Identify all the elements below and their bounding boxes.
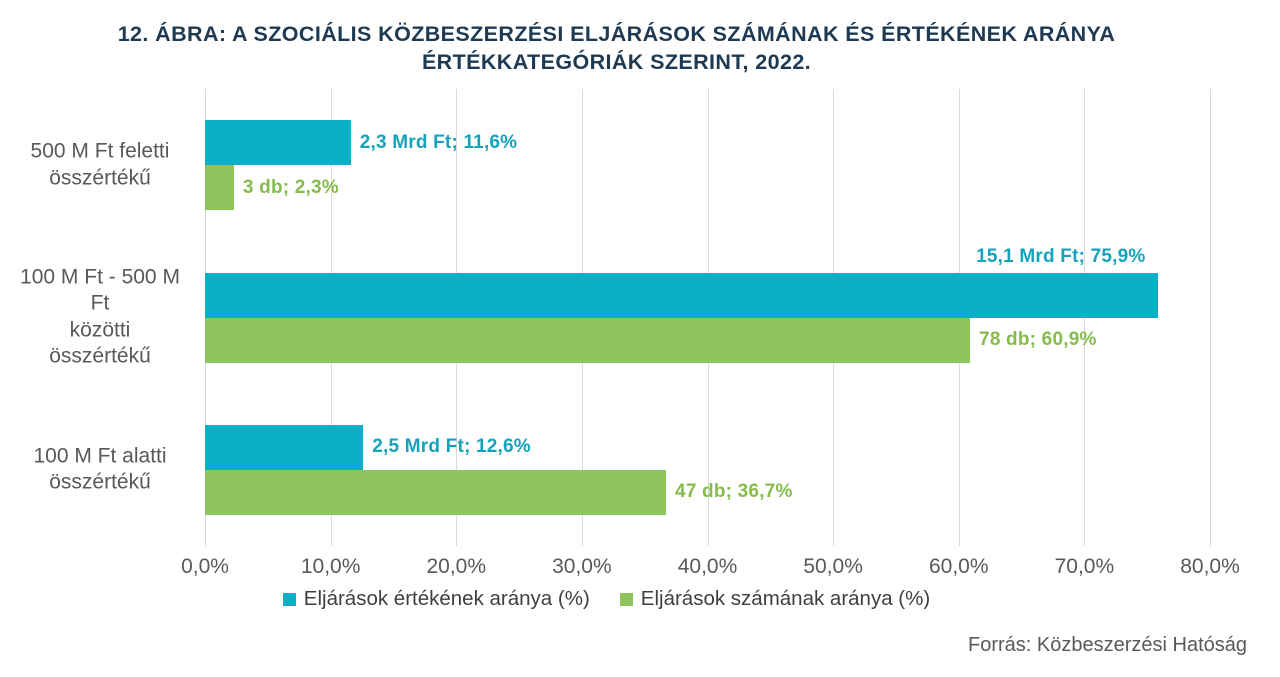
- category-label: 500 M Ft feletti összértékű: [30, 139, 170, 190]
- legend-item-0: Eljárások értékének aránya (%): [282, 587, 590, 611]
- x-axis-tick-label: 40,0%: [677, 555, 738, 578]
- legend-label: Eljárások számának aránya (%): [640, 587, 931, 610]
- x-axis-tick-label: 0,0%: [181, 555, 229, 578]
- data-label: 15,1 Mrd Ft; 75,9%: [976, 245, 1146, 267]
- data-label: 78 db; 60,9%: [979, 329, 1097, 350]
- data-label: 2,5 Mrd Ft; 12,6%: [372, 436, 531, 458]
- x-axis-tick-label: 20,0%: [426, 555, 487, 578]
- gridline: [1210, 89, 1211, 546]
- chart-legend: Eljárások értékének aránya (%) Eljárások …: [0, 587, 1213, 611]
- bar-series-1-row-2: [205, 469, 667, 515]
- category-label: 100 M Ft - 500 M Ft közötti összértékű: [20, 265, 180, 369]
- legend-label: Eljárások értékének aránya (%): [303, 587, 590, 610]
- bar-series-0-row-0: [205, 120, 351, 166]
- legend-item-1: Eljárások számának aránya (%): [619, 587, 931, 611]
- bar-series-0-row-1: [205, 272, 1159, 318]
- data-label: 2,3 Mrd Ft; 11,6%: [359, 131, 518, 153]
- legend-swatch-icon: [619, 592, 633, 606]
- category-label: 100 M Ft alatti összértékű: [33, 444, 167, 494]
- x-axis-tick-label: 60,0%: [928, 555, 989, 578]
- source-credit: Forrás: Közbeszerzési Hatóság: [967, 634, 1247, 656]
- data-label: 47 db; 36,7%: [675, 481, 793, 503]
- chart-title: 12. ÁBRA: A SZOCIÁLIS KÖZBESZERZÉSI ELJÁ…: [117, 22, 1116, 75]
- legend-swatch-icon: [282, 592, 296, 606]
- x-axis-tick-label: 30,0%: [552, 555, 612, 578]
- x-axis-tick-label: 70,0%: [1054, 555, 1115, 578]
- bar-series-1-row-1: [205, 317, 971, 363]
- gridline: [1084, 89, 1086, 546]
- x-axis-tick-label: 80,0%: [1180, 555, 1240, 578]
- bar-series-1-row-0: [205, 165, 234, 211]
- x-axis-tick-label: 50,0%: [803, 555, 863, 578]
- data-label: 3 db; 2,3%: [242, 176, 339, 198]
- x-axis-tick-label: 10,0%: [300, 555, 361, 578]
- bar-series-0-row-2: [205, 424, 364, 470]
